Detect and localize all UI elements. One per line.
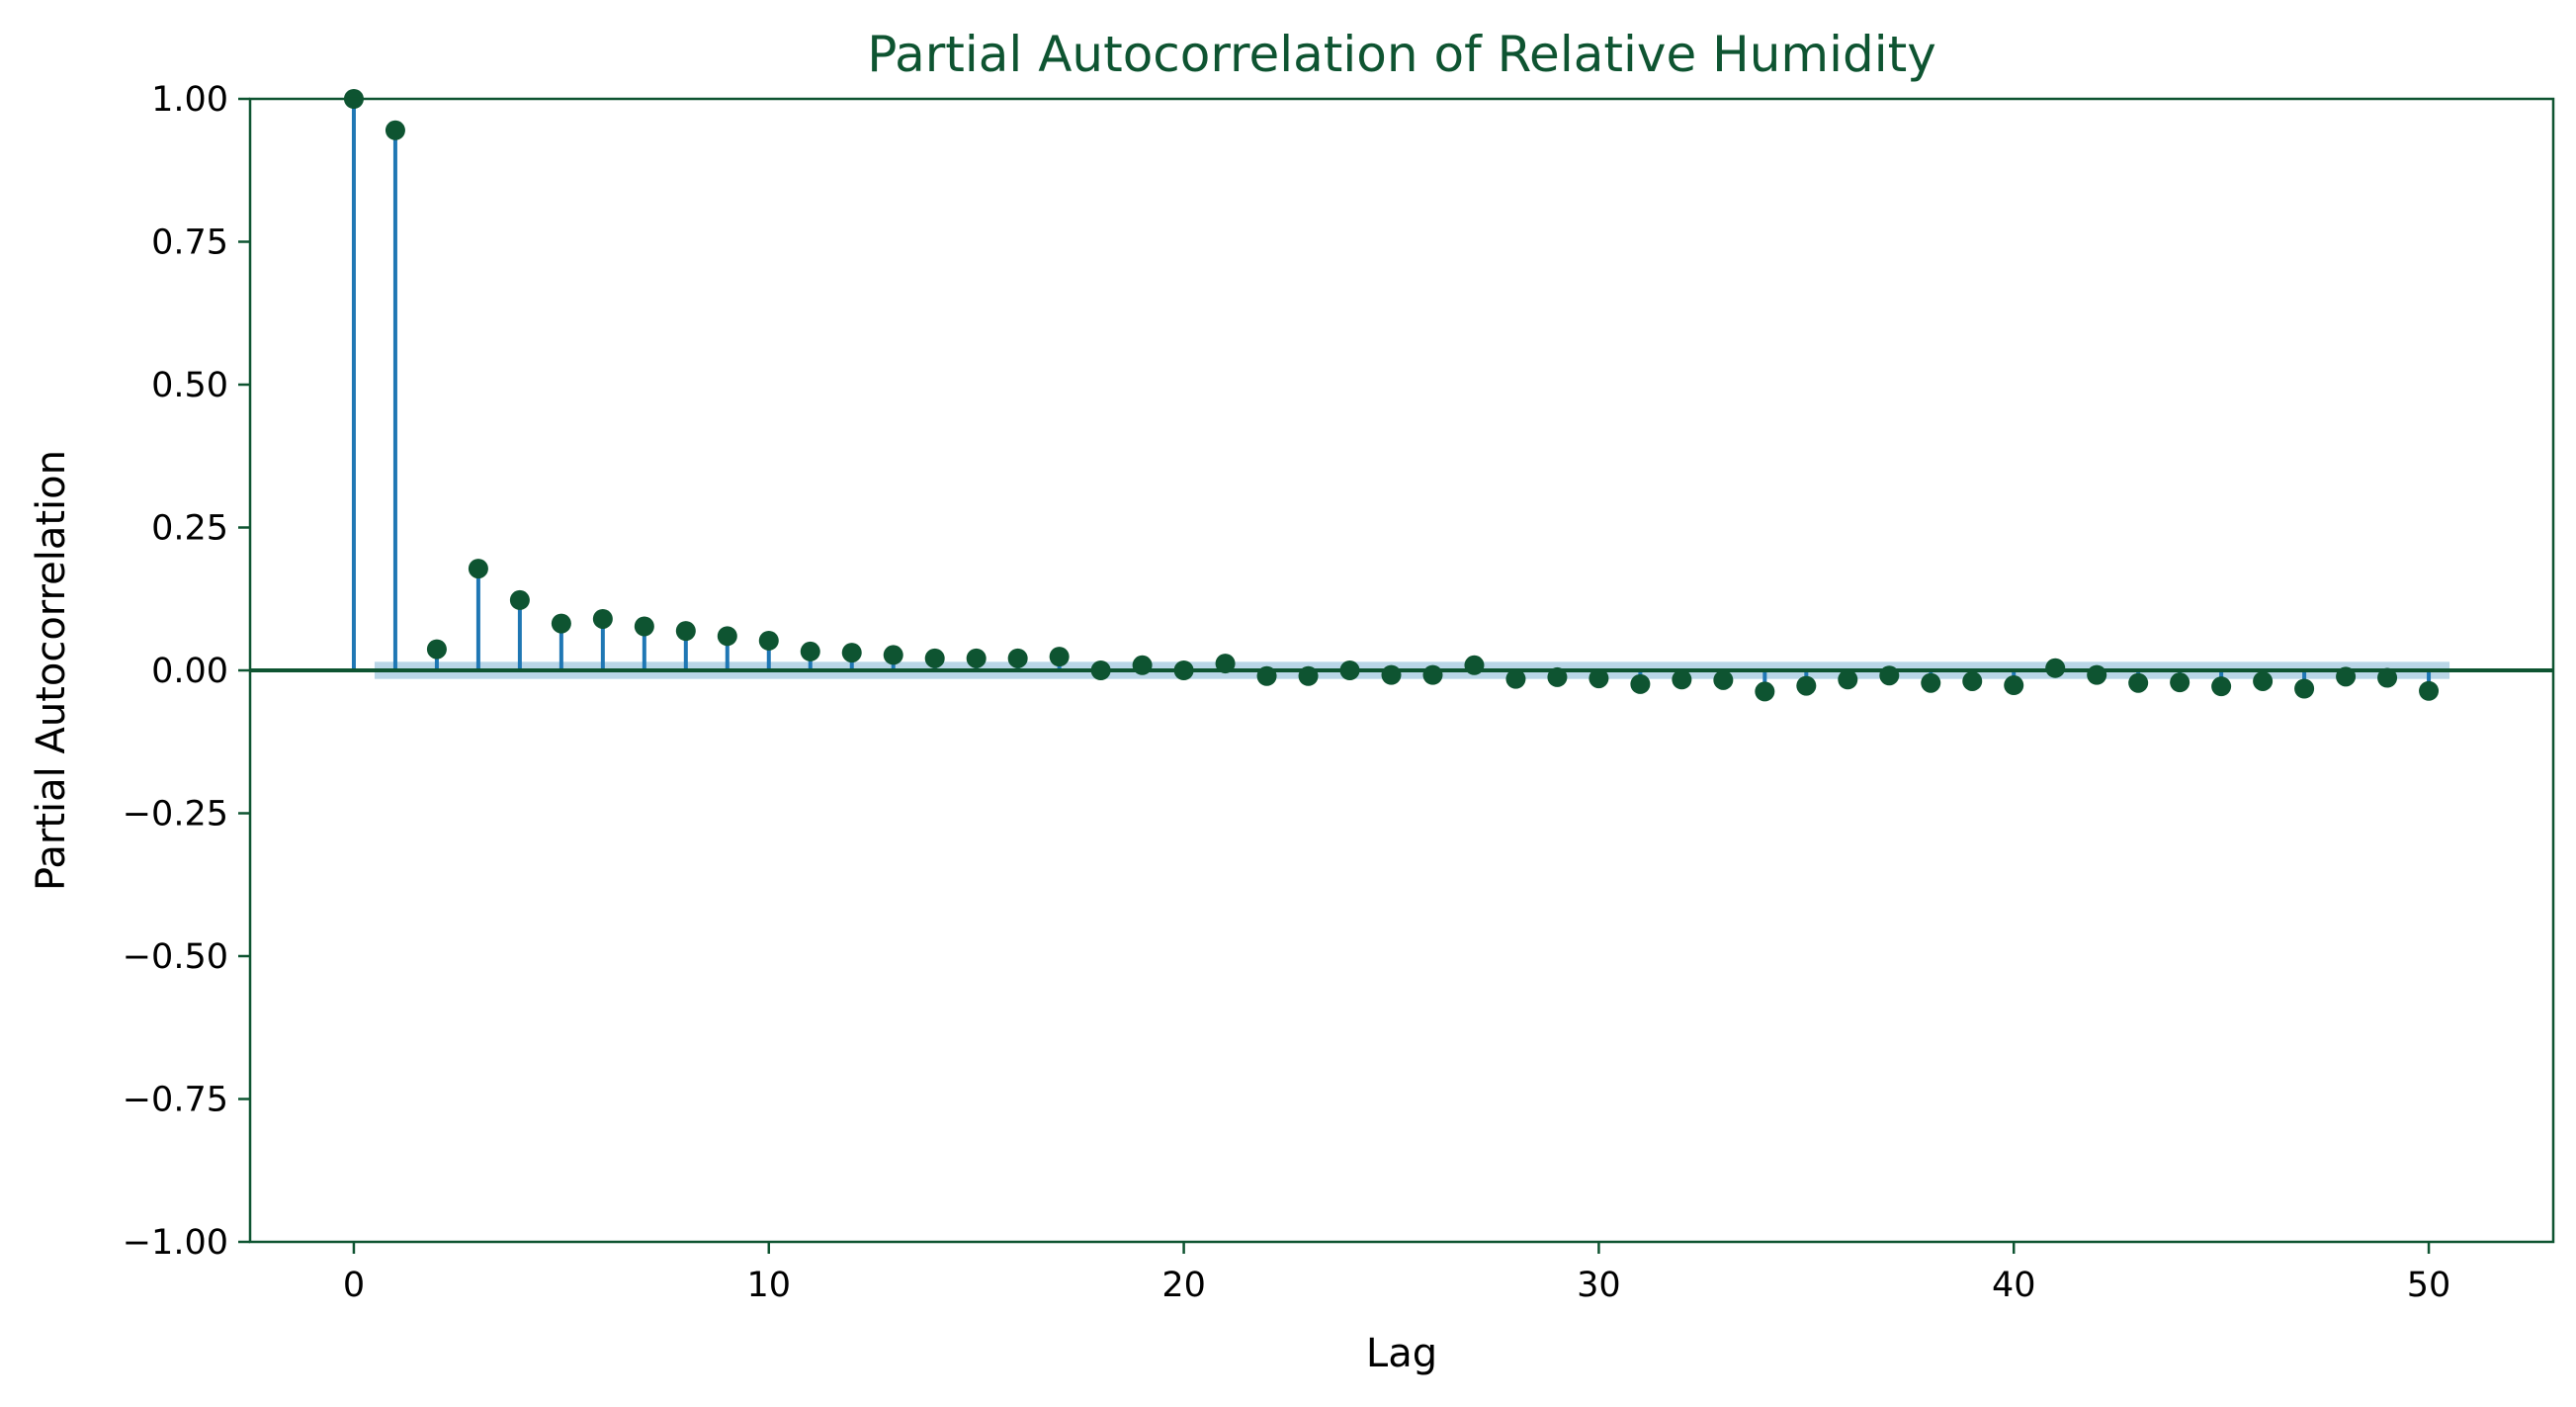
data-point bbox=[1796, 675, 1817, 696]
data-point bbox=[1879, 665, 1900, 686]
data-point bbox=[1713, 669, 1734, 690]
x-tick-label: 0 bbox=[343, 1266, 365, 1305]
data-point bbox=[1755, 681, 1775, 702]
data-point bbox=[385, 120, 405, 140]
data-point bbox=[1422, 664, 1443, 685]
data-point bbox=[1672, 669, 1692, 690]
data-point bbox=[634, 616, 654, 637]
y-tick-label: 0.75 bbox=[151, 223, 228, 263]
data-point bbox=[2336, 666, 2357, 687]
data-point bbox=[2087, 664, 2107, 685]
data-point bbox=[1256, 665, 1277, 686]
data-point bbox=[592, 608, 613, 629]
data-point bbox=[1298, 665, 1319, 686]
data-point bbox=[883, 645, 903, 665]
data-point bbox=[2377, 667, 2398, 688]
y-tick-label: −0.50 bbox=[123, 937, 228, 977]
data-point bbox=[1007, 648, 1028, 668]
x-tick-label: 40 bbox=[1992, 1266, 2036, 1305]
data-point bbox=[1173, 660, 1194, 680]
data-point bbox=[2128, 672, 2149, 693]
x-tick-label: 30 bbox=[1577, 1266, 1621, 1305]
data-point bbox=[1921, 672, 1941, 693]
y-tick-label: 1.00 bbox=[151, 80, 228, 120]
data-point bbox=[2211, 676, 2232, 697]
data-point bbox=[717, 626, 737, 647]
data-point bbox=[2419, 680, 2440, 701]
y-tick-label: −0.25 bbox=[123, 795, 228, 835]
data-point bbox=[1090, 660, 1111, 680]
data-point bbox=[1132, 655, 1153, 675]
plot-area: 1.00 0.75 0.50 0.25 0.00 −0.25 −0.50 −0.75 −1.00… bbox=[123, 80, 2555, 1305]
data-point bbox=[2004, 675, 2024, 696]
y-tick-label: 0.25 bbox=[151, 509, 228, 549]
y-axis-label: Partial Autocorrelation bbox=[29, 450, 74, 891]
data-point bbox=[2253, 670, 2274, 691]
data-point bbox=[1838, 669, 1858, 690]
data-point bbox=[1589, 668, 1609, 689]
data-point bbox=[509, 589, 530, 610]
data-point bbox=[1049, 647, 1070, 667]
data-point bbox=[2294, 678, 2315, 699]
data-point bbox=[1339, 660, 1360, 680]
data-point bbox=[1630, 673, 1651, 694]
data-point bbox=[1215, 654, 1236, 674]
data-point bbox=[800, 641, 820, 661]
data-point bbox=[966, 648, 987, 668]
data-point bbox=[2045, 658, 2066, 678]
data-point bbox=[468, 559, 488, 579]
data-point bbox=[1505, 668, 1526, 689]
y-tick-label: 0.00 bbox=[151, 652, 228, 691]
x-tick-label: 20 bbox=[1161, 1266, 1206, 1305]
data-point bbox=[551, 613, 571, 634]
y-tick-label: −1.00 bbox=[123, 1223, 228, 1263]
data-point bbox=[1464, 655, 1485, 675]
data-point bbox=[758, 630, 779, 651]
x-tick-label: 10 bbox=[747, 1266, 792, 1305]
data-point bbox=[841, 643, 862, 663]
data-point bbox=[426, 639, 447, 660]
data-point bbox=[1962, 670, 1983, 691]
x-tick-label: 50 bbox=[2407, 1266, 2451, 1305]
data-point bbox=[675, 621, 696, 642]
data-point bbox=[924, 648, 945, 668]
data-point bbox=[1547, 666, 1568, 687]
chart-title: Partial Autocorrelation of Relative Humi… bbox=[867, 26, 1936, 83]
data-point bbox=[1381, 664, 1402, 685]
y-tick-label: −0.75 bbox=[123, 1081, 228, 1120]
data-point bbox=[2170, 672, 2190, 693]
y-tick-label: 0.50 bbox=[151, 366, 228, 405]
x-axis-label: Lag bbox=[1366, 1331, 1437, 1376]
